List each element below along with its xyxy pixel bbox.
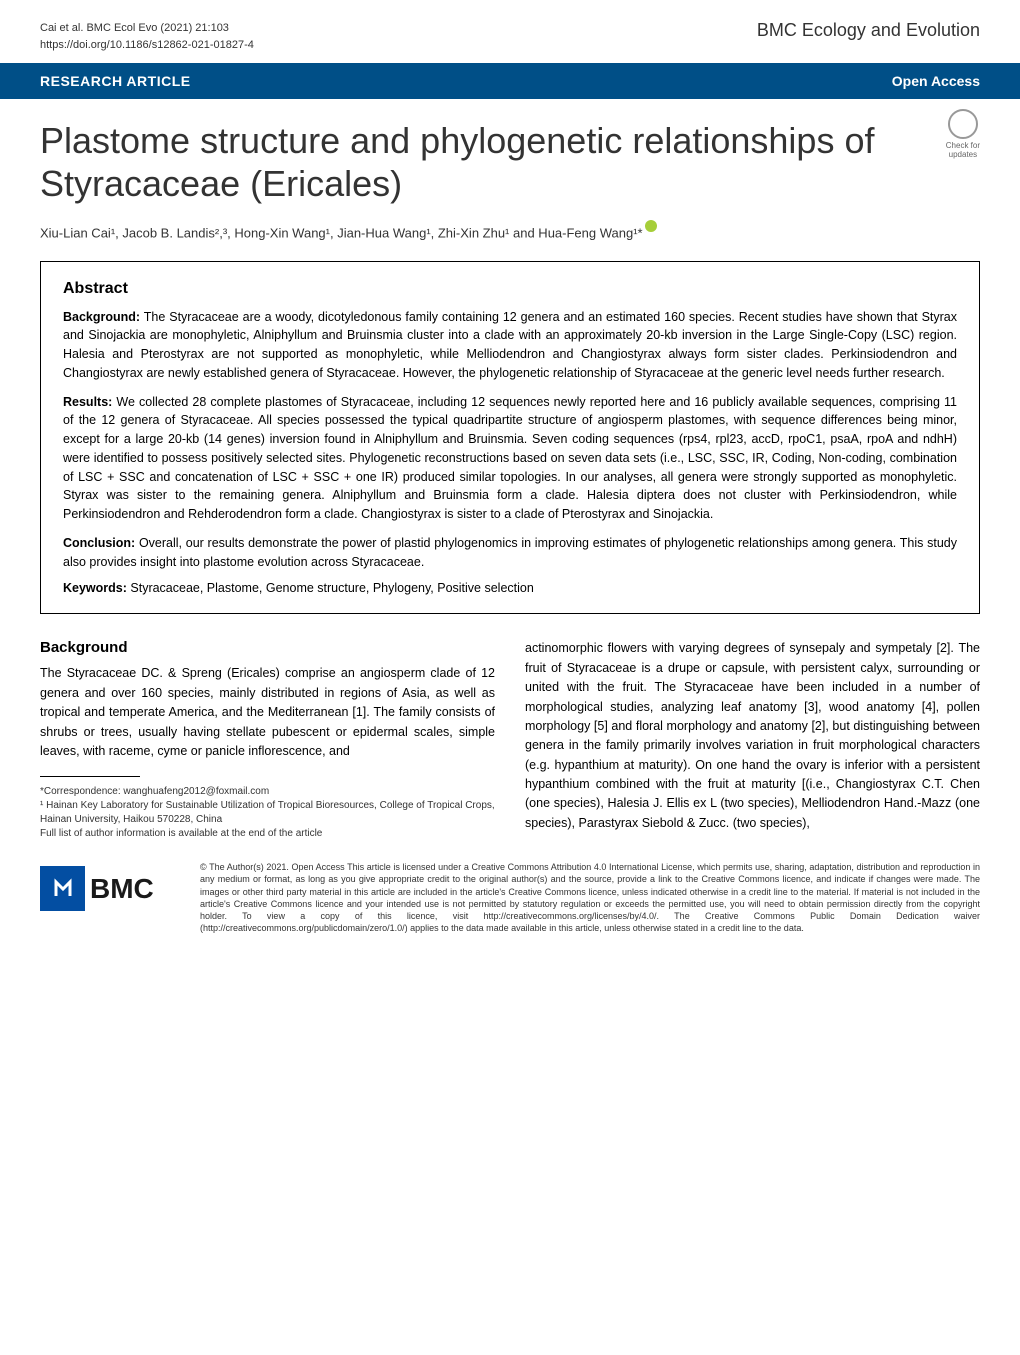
open-access-label: Open Access: [892, 73, 980, 89]
keywords-line: Keywords: Styracaceae, Plastome, Genome …: [63, 581, 957, 595]
article-type-label: RESEARCH ARTICLE: [40, 73, 191, 89]
abstract-results: Results: We collected 28 complete plasto…: [63, 393, 957, 524]
results-text: We collected 28 complete plastomes of St…: [63, 395, 957, 522]
orcid-icon[interactable]: [645, 220, 657, 232]
correspondence-full-list: Full list of author information is avail…: [40, 827, 495, 841]
background-heading: Background: [40, 639, 495, 656]
authors-text: Xiu-Lian Cai¹, Jacob B. Landis²,³, Hong-…: [40, 226, 643, 241]
abstract-heading: Abstract: [63, 280, 957, 298]
citation-text: Cai et al. BMC Ecol Evo (2021) 21:103: [40, 20, 254, 37]
journal-name: BMC Ecology and Evolution: [757, 20, 980, 41]
abstract-box: Abstract Background: The Styracaceae are…: [40, 261, 980, 615]
column-left: Background The Styracaceae DC. & Spreng …: [40, 639, 495, 841]
background-label: Background:: [63, 310, 140, 324]
body-content: Background The Styracaceae DC. & Spreng …: [0, 639, 1020, 841]
article-type-bar: RESEARCH ARTICLE Open Access: [0, 63, 1020, 99]
conclusion-text: Overall, our results demonstrate the pow…: [63, 536, 957, 569]
article-title: Plastome structure and phylogenetic rela…: [40, 119, 890, 205]
col2-text: actinomorphic flowers with varying degre…: [525, 639, 980, 833]
abstract-conclusion: Conclusion: Overall, our results demonst…: [63, 534, 957, 572]
header-meta: Cai et al. BMC Ecol Evo (2021) 21:103 ht…: [0, 0, 1020, 63]
correspondence-affiliation: ¹ Hainan Key Laboratory for Sustainable …: [40, 799, 495, 827]
background-text: The Styracaceae are a woody, dicotyledon…: [63, 310, 957, 380]
check-updates-badge[interactable]: Check for updates: [946, 109, 980, 159]
bmc-logo-text: BMC: [90, 873, 154, 905]
keywords-label: Keywords:: [63, 581, 127, 595]
results-label: Results:: [63, 395, 112, 409]
abstract-background: Background: The Styracaceae are a woody,…: [63, 308, 957, 383]
column-right: actinomorphic flowers with varying degre…: [525, 639, 980, 841]
crossmark-icon: [948, 109, 978, 139]
bmc-logo: BMC: [40, 861, 180, 916]
doi-text: https://doi.org/10.1186/s12862-021-01827…: [40, 37, 254, 54]
title-section: Check for updates Plastome structure and…: [0, 99, 1020, 220]
citation-block: Cai et al. BMC Ecol Evo (2021) 21:103 ht…: [40, 20, 254, 53]
correspondence-block: *Correspondence: wanghuafeng2012@foxmail…: [40, 785, 495, 841]
check-updates-line1: Check for: [946, 141, 980, 150]
correspondence-email: *Correspondence: wanghuafeng2012@foxmail…: [40, 785, 495, 799]
footnote-divider: [40, 776, 140, 777]
authors-line: Xiu-Lian Cai¹, Jacob B. Landis²,³, Hong-…: [0, 220, 1020, 260]
bmc-logo-icon: [40, 866, 85, 911]
conclusion-label: Conclusion:: [63, 536, 135, 550]
col1-text: The Styracaceae DC. & Spreng (Ericales) …: [40, 664, 495, 761]
check-updates-line2: updates: [946, 150, 980, 159]
keywords-text: Styracaceae, Plastome, Genome structure,…: [127, 581, 534, 595]
license-text: © The Author(s) 2021. Open Access This a…: [200, 861, 980, 934]
license-section: BMC © The Author(s) 2021. Open Access Th…: [40, 861, 980, 934]
